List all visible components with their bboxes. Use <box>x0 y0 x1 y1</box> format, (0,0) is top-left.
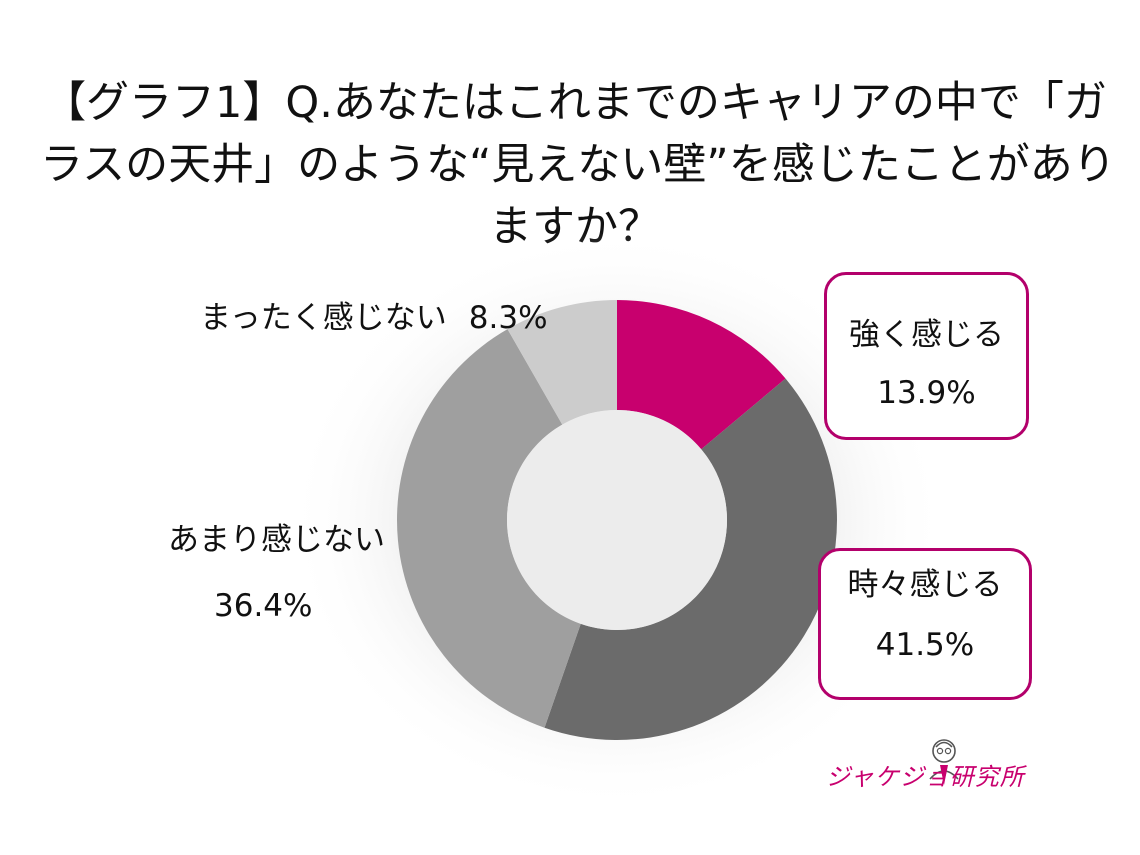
label-box-strong: 強く感じる 13.9% <box>824 272 1029 440</box>
donut-slices <box>397 300 837 741</box>
chart-title-line-1: 【グラフ1】Q.あなたはこれまでのキャリアの中で「ガ <box>43 78 1107 128</box>
slice-rarely <box>397 329 581 728</box>
slice-strong <box>617 300 786 450</box>
label-rarely: あまり感じない 36.4% <box>168 520 385 626</box>
slice-never <box>507 300 617 425</box>
chart-title: 【グラフ1】Q.あなたはこれまでのキャリアの中で「ガ ラスの天井」のような“見え… <box>40 72 1116 258</box>
person-portrait-icon <box>929 739 959 785</box>
label-strong-name: 強く感じる <box>849 317 1004 353</box>
label-never: まったく感じない 8.3% <box>200 298 548 338</box>
label-rarely-name: あまり感じない <box>168 522 385 558</box>
chart-title-line-2: ラスの天井」のような“見えない壁”を感じたことがあり <box>40 140 1116 190</box>
label-strong-value: 13.9% <box>877 375 976 411</box>
label-never-name: まったく感じない <box>200 300 447 336</box>
brand-logo-text: ジャケジョ研究所 <box>826 763 1025 791</box>
label-rarely-value: 36.4% <box>214 588 313 624</box>
donut-hole <box>507 410 727 630</box>
label-sometimes-value: 41.5% <box>875 627 975 663</box>
slice-sometimes <box>544 378 837 741</box>
label-sometimes-name: 時々感じる <box>847 567 1003 603</box>
label-box-sometimes: 時々感じる 41.5% <box>818 548 1032 700</box>
label-never-value: 8.3% <box>468 300 548 336</box>
brand-logo: ジャケジョ研究所 <box>826 735 1024 805</box>
